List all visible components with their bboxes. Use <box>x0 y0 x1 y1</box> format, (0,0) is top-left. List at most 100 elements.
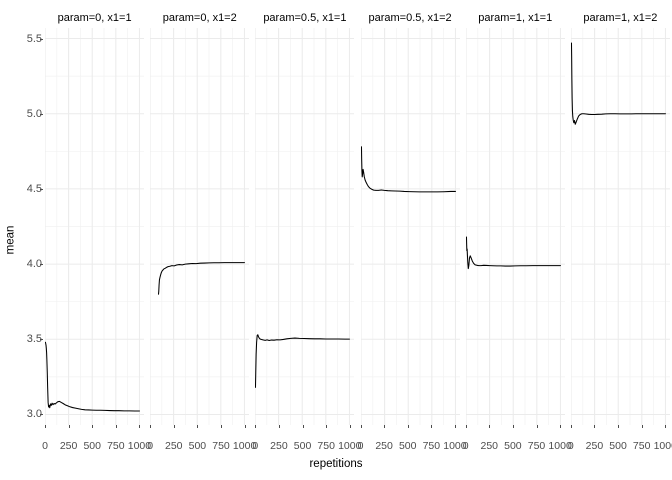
panel-canvas <box>255 28 355 425</box>
facet-strip-label: param=0.5, x1=2 <box>368 12 452 24</box>
grid-major <box>45 28 145 425</box>
facet-strip-label: param=0.5, x1=1 <box>263 12 347 24</box>
panel-canvas <box>360 28 460 425</box>
x-tick-label: 250 <box>480 440 499 452</box>
y-tick-label: 3.5 <box>26 333 42 346</box>
series-line <box>360 146 456 193</box>
panel-canvas <box>45 28 145 425</box>
facet-strip-label: param=1, x1=1 <box>478 12 553 24</box>
y-tick-mark <box>40 339 43 341</box>
x-tick-label: 0 <box>462 440 469 452</box>
x-tick-mark <box>302 425 304 428</box>
series-line <box>45 341 140 412</box>
facet-panel <box>570 28 670 425</box>
facet-strip-label: param=1, x1=2 <box>583 12 658 24</box>
x-tick-label: 1000 <box>443 440 467 452</box>
y-tick-mark <box>40 414 43 416</box>
x-tick-label: 1000 <box>127 440 152 452</box>
y-tick-mark <box>40 264 43 266</box>
x-tick-label: 500 <box>398 440 417 452</box>
y-axis-ticks: 3.0 3.5 4.0 4.5 5.0 5.5 <box>0 0 43 480</box>
x-tick-label: 250 <box>165 440 183 452</box>
facet-panel <box>45 28 145 425</box>
x-tick-mark <box>465 425 467 428</box>
panel-canvas <box>570 28 670 425</box>
x-tick-label: 500 <box>609 440 627 452</box>
series-line <box>570 42 666 125</box>
x-tick-mark <box>384 425 386 428</box>
grid-minor <box>45 28 145 425</box>
x-tick-label: 750 <box>632 440 651 452</box>
x-tick-label: 250 <box>585 440 604 452</box>
facet-strip-label: param=0, x1=1 <box>57 12 132 24</box>
x-tick-label: 500 <box>83 440 101 452</box>
x-tick-mark <box>150 425 152 428</box>
x-tick-mark <box>570 425 572 428</box>
y-tick-label: 5.5 <box>26 32 42 45</box>
x-tick-label: 500 <box>293 440 312 452</box>
x-tick-label: 750 <box>107 440 125 452</box>
y-tick-mark <box>40 188 43 190</box>
x-tick-mark <box>92 425 94 428</box>
x-tick-mark <box>173 425 175 428</box>
grid-minor <box>255 28 355 425</box>
x-tick-mark <box>221 425 222 428</box>
x-tick-label: 0 <box>357 440 364 452</box>
grid-minor <box>360 28 460 425</box>
facet-panel <box>255 28 355 425</box>
x-tick-label: 0 <box>252 440 259 452</box>
x-tick-mark <box>618 425 620 428</box>
panel-canvas <box>465 28 565 425</box>
x-tick-mark <box>197 425 199 428</box>
x-tick-label: 500 <box>504 440 522 452</box>
grid-major <box>150 28 250 425</box>
x-tick-mark <box>594 425 596 428</box>
y-tick-label: 5.0 <box>26 107 42 120</box>
y-tick-mark <box>40 113 43 115</box>
x-tick-label: 0 <box>567 440 574 452</box>
x-tick-mark <box>45 425 46 428</box>
y-tick-label: 4.5 <box>26 182 42 195</box>
series-line <box>255 334 351 388</box>
x-tick-label: 0 <box>147 440 154 452</box>
series-line <box>465 236 561 270</box>
x-tick-mark <box>115 425 117 428</box>
x-tick-mark <box>139 425 141 428</box>
x-tick-mark <box>536 425 538 428</box>
x-tick-label: 250 <box>375 440 393 452</box>
x-tick-mark <box>454 425 456 428</box>
x-tick-label: 250 <box>59 440 78 452</box>
facet-panel <box>360 28 460 425</box>
grid-minor <box>465 28 565 425</box>
x-tick-mark <box>512 425 514 428</box>
y-tick-label: 4.0 <box>26 258 42 271</box>
facet-panel <box>465 28 565 425</box>
facet-panel <box>150 28 250 425</box>
series-line <box>158 262 246 295</box>
x-tick-mark <box>349 425 351 428</box>
x-tick-mark <box>255 425 257 428</box>
x-tick-mark <box>326 425 328 428</box>
x-tick-mark <box>407 425 409 428</box>
x-tick-mark <box>244 425 246 428</box>
x-tick-mark <box>360 425 362 428</box>
x-tick-label: 750 <box>422 440 441 452</box>
x-tick-mark <box>68 425 70 428</box>
grid-major <box>465 28 565 425</box>
x-tick-label: 750 <box>527 440 546 452</box>
x-tick-mark <box>431 425 433 428</box>
grid-major <box>255 28 355 425</box>
x-tick-mark <box>560 425 562 428</box>
x-tick-mark <box>278 425 280 428</box>
panel-canvas <box>150 28 250 425</box>
x-tick-label: 0 <box>42 440 48 452</box>
x-axis-title: repetitions <box>309 458 363 470</box>
x-tick-mark <box>665 425 667 428</box>
x-tick-label: 1000 <box>653 440 672 452</box>
grid-minor <box>570 28 670 425</box>
y-tick-label: 3.0 <box>26 408 42 421</box>
x-tick-label: 1000 <box>232 440 257 452</box>
x-tick-label: 1000 <box>548 440 572 452</box>
x-tick-label: 1000 <box>338 440 362 452</box>
grid-minor <box>150 28 250 425</box>
